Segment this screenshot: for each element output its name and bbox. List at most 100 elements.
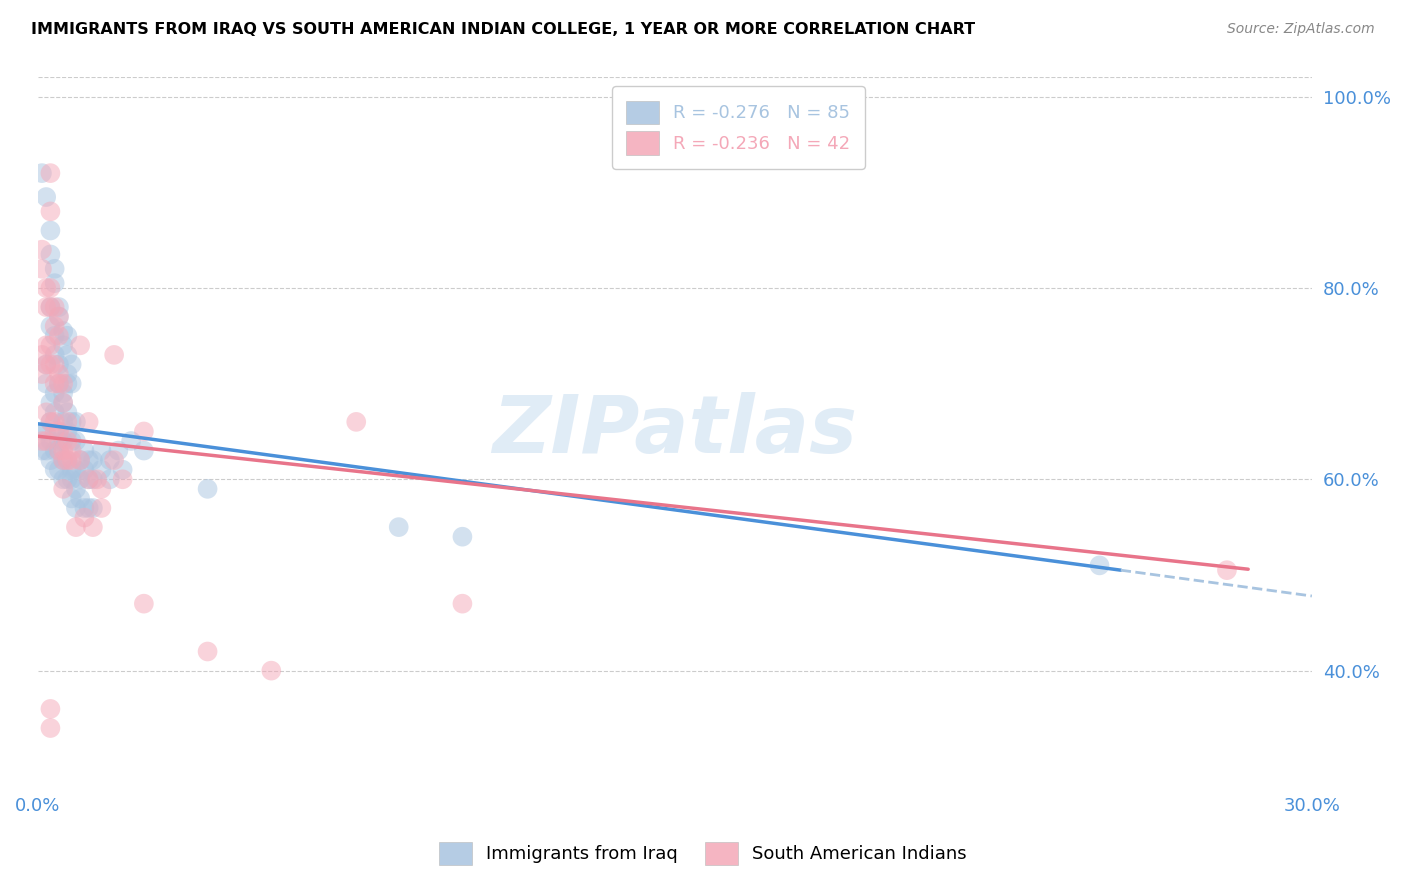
Point [69, 453, 91, 467]
Point [120, 434, 142, 448]
Point [31, 443, 53, 458]
Point [48, 463, 70, 477]
Point [44, 405, 66, 419]
Point [197, 644, 219, 658]
Point [44, 261, 66, 276]
Point [77, 453, 100, 467]
Point [52, 386, 75, 401]
Point [98, 472, 121, 486]
Point [35, 281, 58, 295]
Point [44, 328, 66, 343]
Point [48, 376, 70, 391]
Point [39, 453, 62, 467]
Point [35, 358, 58, 372]
Point [60, 472, 83, 486]
Point [52, 376, 75, 391]
Point [56, 425, 79, 439]
Point [39, 415, 62, 429]
Point [132, 443, 155, 458]
Point [48, 425, 70, 439]
Point [65, 482, 87, 496]
Point [35, 376, 58, 391]
Point [35, 434, 58, 448]
Point [44, 319, 66, 334]
Point [31, 243, 53, 257]
Point [107, 443, 129, 458]
Point [48, 425, 70, 439]
Point [48, 328, 70, 343]
Point [56, 453, 79, 467]
Point [48, 367, 70, 381]
Point [73, 510, 96, 524]
Point [98, 453, 121, 467]
Point [1216, 563, 1239, 577]
Text: Source: ZipAtlas.com: Source: ZipAtlas.com [1227, 22, 1375, 37]
Point [39, 319, 62, 334]
Point [35, 425, 58, 439]
Point [111, 463, 134, 477]
Point [60, 463, 83, 477]
Point [60, 376, 83, 391]
Point [39, 204, 62, 219]
Point [44, 386, 66, 401]
Point [77, 500, 100, 515]
Point [60, 491, 83, 506]
Point [82, 520, 104, 534]
Point [48, 358, 70, 372]
Point [31, 425, 53, 439]
Point [77, 415, 100, 429]
Point [52, 338, 75, 352]
Point [48, 443, 70, 458]
Point [132, 425, 155, 439]
Point [44, 425, 66, 439]
Point [82, 453, 104, 467]
Point [60, 443, 83, 458]
Point [48, 443, 70, 458]
Point [73, 463, 96, 477]
Point [44, 415, 66, 429]
Point [90, 443, 112, 458]
Point [388, 520, 411, 534]
Legend: Immigrants from Iraq, South American Indians: Immigrants from Iraq, South American Ind… [430, 833, 976, 874]
Text: IMMIGRANTS FROM IRAQ VS SOUTH AMERICAN INDIAN COLLEGE, 1 YEAR OR MORE CORRELATIO: IMMIGRANTS FROM IRAQ VS SOUTH AMERICAN I… [31, 22, 974, 37]
Point [39, 166, 62, 180]
Point [73, 443, 96, 458]
Point [77, 472, 100, 486]
Point [52, 453, 75, 467]
Point [344, 415, 367, 429]
Point [44, 276, 66, 290]
Point [77, 472, 100, 486]
Point [451, 597, 474, 611]
Point [39, 281, 62, 295]
Point [132, 597, 155, 611]
Point [65, 500, 87, 515]
Point [52, 434, 75, 448]
Point [39, 300, 62, 314]
Point [60, 358, 83, 372]
Point [103, 453, 125, 467]
Point [111, 472, 134, 486]
Point [69, 472, 91, 486]
Point [39, 300, 62, 314]
Point [82, 500, 104, 515]
Point [56, 376, 79, 391]
Point [35, 443, 58, 458]
Point [39, 358, 62, 372]
Point [48, 300, 70, 314]
Point [39, 247, 62, 261]
Point [39, 396, 62, 410]
Point [56, 453, 79, 467]
Legend: R = -0.276   N = 85, R = -0.236   N = 42: R = -0.276 N = 85, R = -0.236 N = 42 [612, 87, 865, 169]
Point [73, 500, 96, 515]
Point [39, 415, 62, 429]
Point [260, 664, 283, 678]
Point [197, 482, 219, 496]
Point [56, 367, 79, 381]
Point [86, 472, 108, 486]
Point [35, 338, 58, 352]
Point [56, 348, 79, 362]
Point [39, 434, 62, 448]
Point [56, 405, 79, 419]
Point [52, 472, 75, 486]
Point [56, 415, 79, 429]
